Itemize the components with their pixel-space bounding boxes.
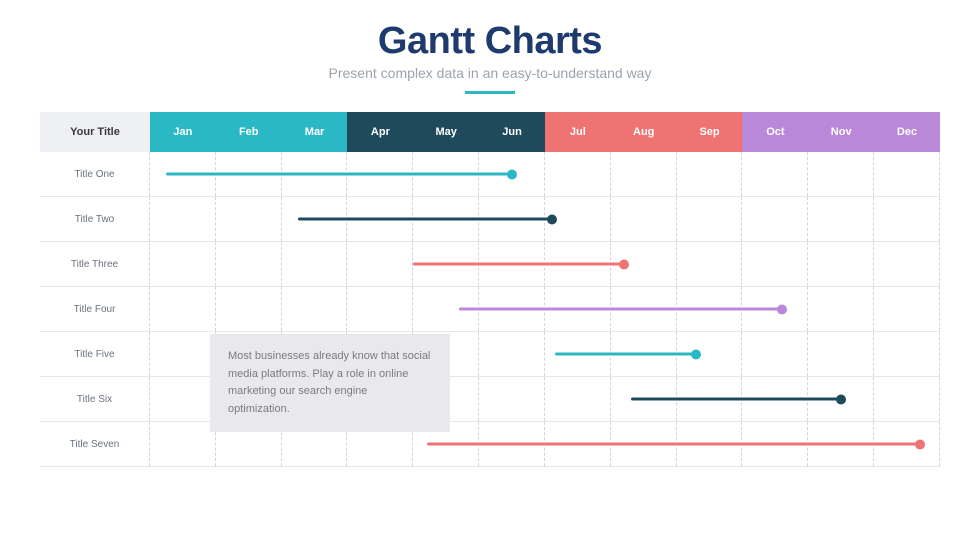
- gantt-row: Title Four: [40, 287, 940, 332]
- grid-cell: [874, 152, 940, 196]
- row-track: [150, 287, 940, 331]
- grid-cell: [874, 287, 940, 331]
- month-header-jun: Jun: [479, 112, 545, 152]
- month-header-sep: Sep: [677, 112, 743, 152]
- grid-cell: [808, 332, 874, 376]
- row-label: Title Seven: [40, 422, 150, 466]
- gantt-bar: [631, 398, 842, 401]
- month-header-jan: Jan: [150, 112, 216, 152]
- grid-cell: [677, 152, 743, 196]
- grid-cell: [150, 197, 216, 241]
- gantt-corner-label: Your Title: [40, 112, 150, 152]
- grid-cell: [545, 152, 611, 196]
- month-header-oct: Oct: [742, 112, 808, 152]
- grid-cell: [611, 197, 677, 241]
- grid-cell: [282, 287, 348, 331]
- gantt-bar: [555, 353, 697, 356]
- annotation-note: Most businesses already know that social…: [210, 334, 450, 432]
- row-label: Title Four: [40, 287, 150, 331]
- gantt-chart: Your Title JanFebMarAprMayJunJulAugSepOc…: [40, 112, 940, 467]
- row-track: [150, 152, 940, 196]
- grid-cell: [808, 152, 874, 196]
- row-label: Title Six: [40, 377, 150, 421]
- grid-cell: [742, 332, 808, 376]
- grid-cell: [216, 287, 282, 331]
- month-header-feb: Feb: [216, 112, 282, 152]
- gantt-row: Title Five: [40, 332, 940, 377]
- grid-cell: [874, 242, 940, 286]
- page-title: Gantt Charts: [40, 20, 940, 63]
- gantt-row: Title Three: [40, 242, 940, 287]
- month-header-nov: Nov: [808, 112, 874, 152]
- row-track: [150, 197, 940, 241]
- row-label: Title One: [40, 152, 150, 196]
- page-subtitle: Present complex data in an easy-to-under…: [40, 65, 940, 81]
- grid-cell: [545, 377, 611, 421]
- grid-cell: [808, 287, 874, 331]
- gantt-bar: [413, 263, 624, 266]
- grid-cell: [150, 332, 216, 376]
- grid-cell: [150, 377, 216, 421]
- gantt-bar: [298, 218, 551, 221]
- gantt-row: Title Two: [40, 197, 940, 242]
- title-underline: [465, 91, 515, 94]
- month-header-may: May: [413, 112, 479, 152]
- gantt-months: JanFebMarAprMayJunJulAugSepOctNovDec: [150, 112, 940, 152]
- row-label: Title Three: [40, 242, 150, 286]
- grid-cell: [742, 197, 808, 241]
- grid-cell: [479, 377, 545, 421]
- header: Gantt Charts Present complex data in an …: [40, 20, 940, 94]
- grid-cell: [874, 197, 940, 241]
- month-header-jul: Jul: [545, 112, 611, 152]
- gantt-row: Title One: [40, 152, 940, 197]
- month-header-dec: Dec: [874, 112, 940, 152]
- grid-cell: [282, 242, 348, 286]
- row-track: [150, 242, 940, 286]
- month-header-mar: Mar: [282, 112, 348, 152]
- gantt-row: Title Six: [40, 377, 940, 422]
- gantt-bar: [459, 308, 782, 311]
- grid-cell: [150, 422, 216, 466]
- grid-cell: [874, 377, 940, 421]
- grid-cell: [611, 152, 677, 196]
- grid-cell: [216, 197, 282, 241]
- row-label: Title Two: [40, 197, 150, 241]
- grid-cell: [150, 242, 216, 286]
- grid-cell: [347, 287, 413, 331]
- month-header-apr: Apr: [347, 112, 413, 152]
- grid-cell: [479, 332, 545, 376]
- grid-cell: [742, 242, 808, 286]
- grid-cell: [347, 242, 413, 286]
- grid-cell: [216, 242, 282, 286]
- grid-cell: [742, 152, 808, 196]
- gantt-rows-area: Title OneTitle TwoTitle ThreeTitle FourT…: [40, 152, 940, 467]
- gantt-bar: [166, 173, 512, 176]
- grid-cell: [677, 242, 743, 286]
- gantt-bar: [427, 443, 921, 446]
- gantt-row: Title Seven: [40, 422, 940, 467]
- grid-cell: [808, 197, 874, 241]
- month-header-aug: Aug: [611, 112, 677, 152]
- grid-cell: [150, 287, 216, 331]
- grid-cell: [808, 242, 874, 286]
- row-label: Title Five: [40, 332, 150, 376]
- grid-cell: [677, 197, 743, 241]
- gantt-header-row: Your Title JanFebMarAprMayJunJulAugSepOc…: [40, 112, 940, 152]
- grid-cell: [874, 332, 940, 376]
